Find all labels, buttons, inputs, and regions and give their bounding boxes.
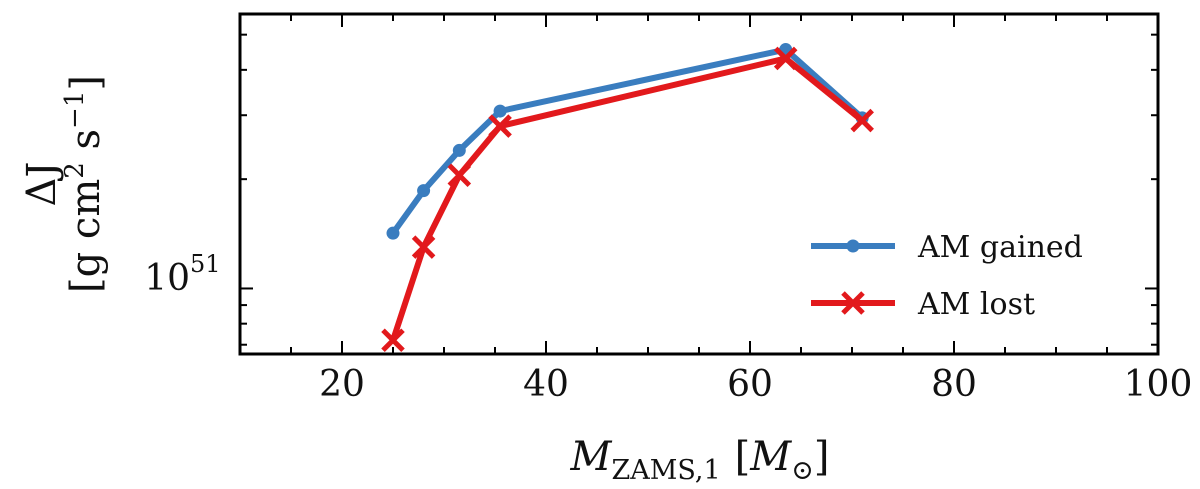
x-tick-label-40: 40 (523, 364, 569, 405)
x-axis-unit-sub: ⊙ (791, 455, 814, 486)
x-axis-unit-open: [ (735, 434, 751, 480)
series-line-am-gained (390, 46, 865, 235)
series-line-am-lost (390, 55, 865, 342)
x-tick-labels: 20 40 60 80 100 (319, 364, 1192, 405)
x-tick-label-20: 20 (319, 364, 365, 405)
x-axis-label-sub: ZAMS,1 (611, 455, 720, 486)
legend-marker-am-lost (841, 291, 865, 315)
x-tick-label-100: 100 (1124, 364, 1193, 405)
y-tick-mantissa: 10 (144, 258, 190, 299)
plot-frame (238, 12, 1160, 356)
point-am-lost-1 (411, 235, 436, 259)
y-axis-label-line2-post: ] (63, 75, 109, 91)
y-axis-label-line1: ΔJ (19, 162, 65, 207)
y-axis-label: ΔJ [g cm2 s−1] (19, 75, 109, 293)
x-axis-label: MZAMS,1 [M⊙] (570, 434, 830, 486)
legend-marker-am-gained (846, 239, 860, 253)
legend-label-am-gained: AM gained (917, 230, 1083, 265)
x-tick-label-60: 60 (727, 364, 773, 405)
point-am-lost-0 (381, 328, 405, 353)
x-tick-label-80: 80 (931, 364, 977, 405)
point-am-lost-5 (850, 108, 874, 133)
point-am-lost-2 (447, 163, 472, 188)
point-am-lost-4 (773, 46, 798, 71)
x-axis-unit-symbol: M (749, 434, 792, 480)
y-tick-exponent: 51 (190, 250, 221, 278)
x-axis-label-main: M (570, 434, 613, 480)
point-am-gained-0 (386, 226, 400, 240)
y-axis-label-line2-pre: [g cm (63, 179, 109, 293)
legend-label-am-lost: AM lost (917, 287, 1035, 322)
y-tick-label-1e51: 10 (144, 258, 190, 299)
series-layer (381, 43, 874, 353)
legend: AM gained AM lost (811, 230, 1083, 322)
x-axis-unit-close: ] (814, 434, 830, 480)
point-am-gained-2 (452, 143, 466, 157)
y-axis-label-line2-mid: s (63, 129, 109, 162)
svg-text:[g cm2 s−1]: [g cm2 s−1] (60, 75, 109, 293)
point-am-gained-1 (417, 184, 431, 198)
y-axis-label-sup2: −1 (60, 91, 90, 129)
point-am-lost-3 (488, 114, 512, 138)
point-am-gained-3 (493, 104, 507, 118)
svg-text:ΔJ: ΔJ (19, 162, 65, 207)
y-axis-label-sup1: 2 (60, 162, 90, 179)
